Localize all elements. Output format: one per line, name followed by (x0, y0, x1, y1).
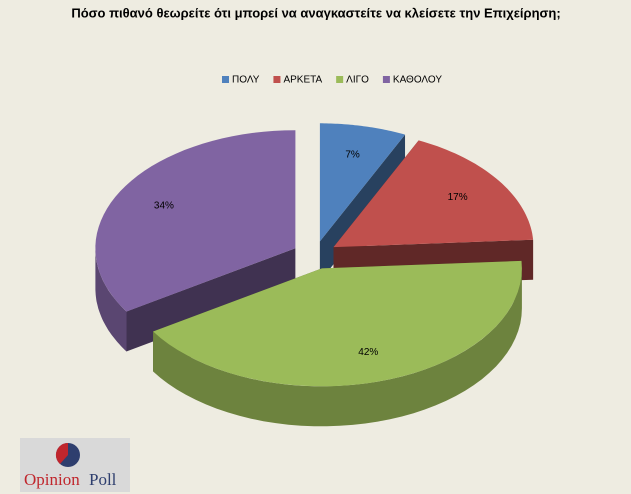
data-label: 42% (358, 347, 378, 358)
legend-label: ΑΡΚΕΤΑ (283, 75, 322, 86)
legend-label: ΛΙΓΟ (346, 75, 369, 86)
legend-swatch (222, 76, 229, 83)
data-label: 34% (154, 200, 174, 211)
logo-text: Poll (89, 470, 117, 489)
legend-swatch (382, 76, 390, 83)
logo: Opinion Poll (20, 438, 130, 492)
logo-text: Opinion (24, 470, 80, 489)
chart-title: Πόσο πιθανό θεωρείτε ότι μπορεί να αναγκ… (71, 5, 560, 20)
legend-swatch (336, 76, 344, 83)
logo-icon-part (55, 442, 68, 464)
slice (319, 123, 405, 242)
legend-label: ΠΟΛΥ (232, 75, 260, 86)
data-label: 7% (345, 150, 360, 161)
slice-side (95, 248, 127, 352)
slice (95, 130, 296, 312)
slice (333, 140, 534, 248)
slice (153, 260, 522, 387)
legend-label: ΚΑΘΟΛΟΥ (393, 75, 442, 86)
slice-side (153, 268, 522, 427)
legend-swatch (273, 76, 281, 83)
data-label: 17% (448, 192, 468, 203)
